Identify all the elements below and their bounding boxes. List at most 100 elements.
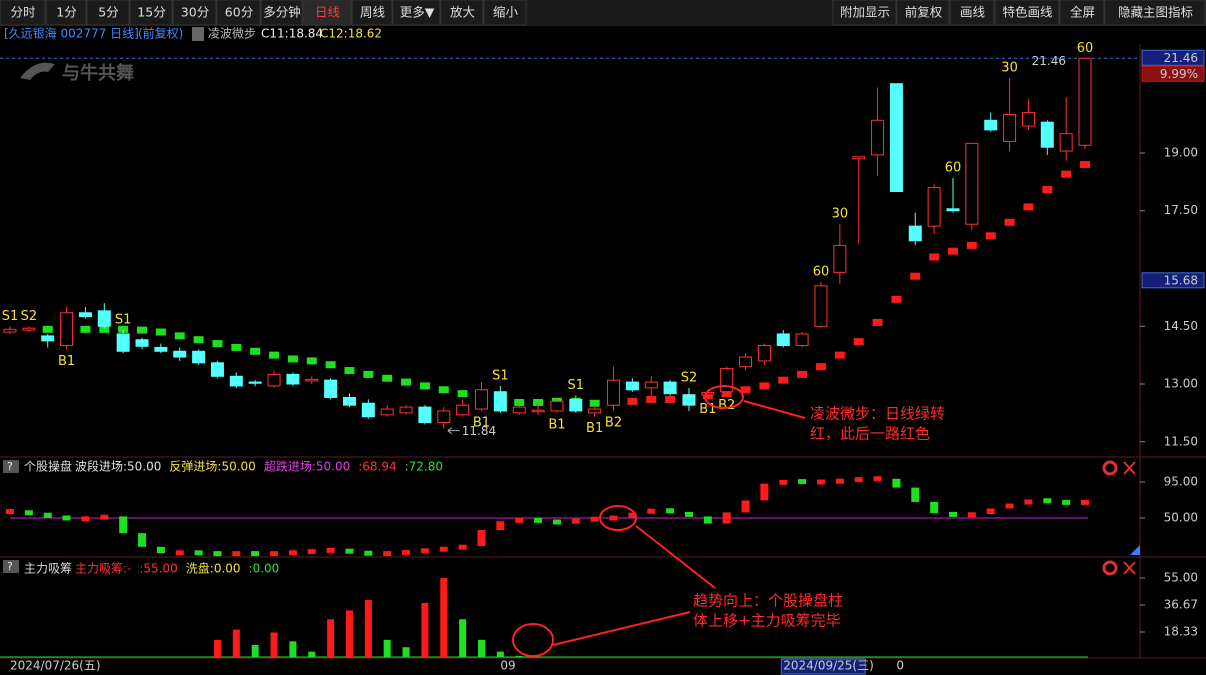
indicator-bar xyxy=(496,651,504,657)
indicator-bar xyxy=(232,629,240,657)
candle-body xyxy=(3,328,17,333)
candle-body xyxy=(248,381,262,384)
indicator-bar xyxy=(515,517,524,523)
indicator-bar xyxy=(307,549,316,555)
toolbar-button[interactable] xyxy=(440,0,484,26)
candle-body xyxy=(871,119,885,156)
step-dot xyxy=(778,376,789,384)
toolbar-button[interactable] xyxy=(1104,0,1206,26)
indicator-bar xyxy=(251,645,259,657)
indicator-bar xyxy=(534,517,543,523)
price-tag-label: 21.46 xyxy=(1164,51,1198,65)
signal-label: S2 xyxy=(21,309,38,324)
date-highlight xyxy=(780,658,866,675)
toolbar-label: 画线 xyxy=(960,5,986,20)
candle-body xyxy=(1059,133,1073,152)
indicator-bar xyxy=(62,515,71,521)
candle-body xyxy=(41,335,55,342)
settings-icon[interactable] xyxy=(1102,560,1118,576)
indicator-bar xyxy=(835,478,844,484)
signal-label: 60 xyxy=(945,161,962,176)
step-dot xyxy=(514,398,525,406)
step-dot xyxy=(42,325,53,333)
legend-label: 洗盘:0.00 xyxy=(186,561,241,576)
candle-body xyxy=(927,187,941,227)
toolbar-button[interactable] xyxy=(129,0,173,26)
toolbar-button[interactable] xyxy=(216,0,261,26)
logo xyxy=(20,62,55,80)
indicator-bar xyxy=(722,512,731,524)
toolbar-button[interactable] xyxy=(86,0,130,26)
toolbar-button[interactable] xyxy=(392,0,441,26)
toolbar-label: 放大 xyxy=(450,5,475,20)
settings-icon[interactable] xyxy=(1102,460,1118,476)
step-dot xyxy=(118,325,129,333)
toolbar-button[interactable] xyxy=(45,0,87,26)
toolbar-button[interactable] xyxy=(351,0,393,26)
circle xyxy=(704,385,744,409)
toolbar-button[interactable] xyxy=(832,0,897,26)
signal-label: 30 xyxy=(832,207,849,222)
toolbar-label: 隐藏主图指标 xyxy=(1118,5,1193,20)
candle-body xyxy=(418,406,432,424)
indicator-bar xyxy=(609,515,618,521)
y-tick-label: 19.00 xyxy=(1164,145,1198,159)
candle-body xyxy=(22,327,36,331)
signal-label: B1 xyxy=(699,402,716,417)
indicator-bar xyxy=(930,502,939,514)
indicator-icon[interactable] xyxy=(192,27,204,41)
step-dot xyxy=(815,363,826,371)
toolbar-button[interactable] xyxy=(0,0,46,26)
step-dot xyxy=(1042,186,1053,194)
close-icon[interactable] xyxy=(1123,561,1136,575)
candle-body xyxy=(550,400,564,412)
step-dot xyxy=(344,367,355,375)
candle-body xyxy=(757,345,771,362)
step-dot xyxy=(457,390,468,398)
step-dot xyxy=(174,332,185,340)
toolbar-button[interactable] xyxy=(994,0,1060,26)
indicator-bar xyxy=(552,519,561,525)
toolbar-button[interactable] xyxy=(949,0,995,26)
step-dot xyxy=(325,361,336,369)
y-tick-label: 50.00 xyxy=(1164,511,1198,525)
close-icon[interactable] xyxy=(1123,461,1136,475)
step-dot xyxy=(1004,218,1015,226)
indicator-bar xyxy=(1062,499,1071,505)
signal-label: S1 xyxy=(2,309,19,324)
candle-body xyxy=(60,312,74,347)
indicator-bar xyxy=(1081,499,1090,505)
indicator-bar xyxy=(194,550,203,556)
indicator-bar xyxy=(967,512,976,518)
indicator-bar xyxy=(647,508,656,514)
signal-label: S1 xyxy=(115,313,132,328)
toolbar-button[interactable] xyxy=(302,0,352,26)
toolbar-label: 30分 xyxy=(181,5,209,20)
indicator-bar xyxy=(440,577,448,657)
candle-body xyxy=(324,379,338,398)
step-dot xyxy=(438,386,449,394)
price-tag-label: 15.68 xyxy=(1164,273,1198,287)
toolbar-button[interactable] xyxy=(483,0,527,26)
help-button[interactable] xyxy=(3,560,19,573)
candle-body xyxy=(97,310,111,327)
annotations: 凌波微步：日线绿转 红，此后一路红色 趋势向上：个股操盘柱 体上移+主力吸筹完毕 xyxy=(512,385,945,657)
toolbar-button[interactable] xyxy=(896,0,950,26)
step-dot xyxy=(966,241,977,249)
toolbar-button[interactable] xyxy=(1059,0,1105,26)
help-button[interactable] xyxy=(3,460,19,473)
indicator-bar xyxy=(458,544,467,550)
x-tick-label: 2024/09/25(三) xyxy=(783,659,874,673)
step-dot xyxy=(193,336,204,344)
candle-body xyxy=(493,391,507,412)
high-mark: 21.46 xyxy=(1032,54,1066,68)
candle-body xyxy=(682,394,696,406)
indicator-bar xyxy=(24,510,33,516)
toolbar-button[interactable] xyxy=(172,0,217,26)
indicator-bar xyxy=(364,550,373,556)
step-dot xyxy=(740,386,751,394)
step-dot xyxy=(929,253,940,261)
pane-title: 主力吸筹 xyxy=(24,562,72,576)
candle-body xyxy=(135,339,149,347)
toolbar-button[interactable] xyxy=(260,0,303,26)
